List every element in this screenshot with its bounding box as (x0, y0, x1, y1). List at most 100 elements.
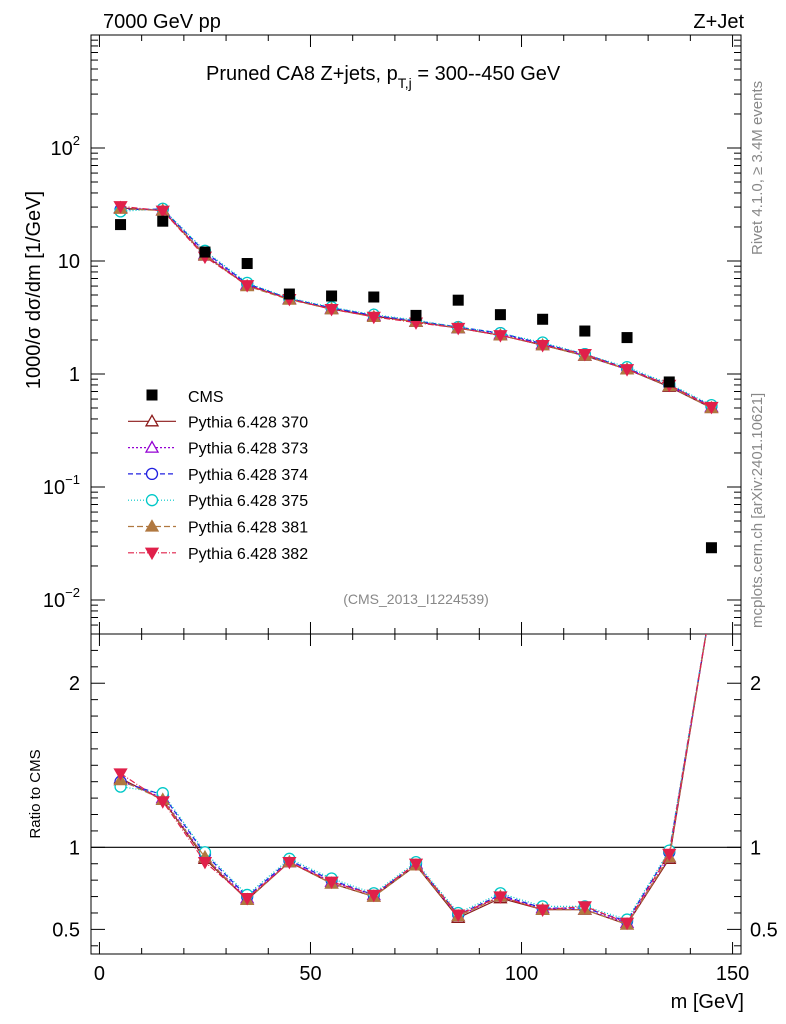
series-ratio-point (577, 901, 592, 914)
analysis-tag: (CMS_2013_I1224539) (343, 591, 489, 607)
y-tick-label: 1 (69, 364, 80, 386)
legend-marker (144, 440, 160, 453)
ratio-plot-frame (90, 633, 742, 955)
legend-label: Pythia 6.428 374 (188, 467, 308, 484)
legend-marker (144, 413, 160, 427)
legend-marker-data (146, 389, 158, 401)
legend-marker (144, 519, 160, 532)
y-axis-label: 1000/σ dσ/dm [1/GeV] (23, 191, 45, 389)
series-line-ratio (120, 634, 707, 921)
series-point (324, 303, 339, 317)
series-line-main (120, 208, 712, 409)
series-point (366, 311, 381, 325)
ratio-tick-label: 2 (69, 673, 80, 695)
legend-label: CMS (188, 389, 224, 406)
data-point (241, 258, 253, 270)
series-ratio-point (493, 891, 508, 904)
data-point (326, 290, 338, 302)
series-ratio-point (197, 856, 213, 870)
x-axis-label: m [GeV] (671, 991, 744, 1013)
y-tick-exponent: −1 (65, 472, 80, 487)
header-process-label: Z+Jet (693, 11, 744, 33)
series-ratio-point (282, 856, 297, 870)
series-line-main (120, 208, 712, 407)
series-point (704, 401, 719, 415)
series-point (240, 280, 255, 293)
series-ratio-point (408, 858, 424, 872)
legend-label: Pythia 6.428 381 (188, 520, 308, 537)
series-ratio-point (113, 768, 128, 781)
series-point (451, 322, 466, 336)
data-point (663, 376, 675, 388)
chart-title-subscript: T,j (398, 75, 412, 91)
series-line-ratio (120, 634, 707, 926)
side-rivet-label: Rivet 4.1.0, ≥ 3.4M events (749, 81, 766, 255)
series-line-main (120, 205, 712, 408)
series-point (619, 364, 635, 377)
series-ratio-point (535, 904, 550, 918)
series-line-main (120, 207, 712, 409)
legend-marker (144, 547, 160, 561)
series-point (113, 201, 128, 214)
chart-title-main: Pruned CA8 Z+jets, p (206, 63, 398, 85)
chart-title-tail: = 300--450 GeV (412, 63, 561, 85)
series-line-ratio (120, 634, 707, 922)
x-tick-label: 150 (716, 963, 749, 985)
series-ratio-point (619, 917, 635, 931)
x-tick-label: 50 (299, 963, 321, 985)
data-point (452, 294, 464, 306)
legend-marker (145, 494, 159, 507)
legend-label: Pythia 6.428 375 (188, 493, 308, 510)
chart-title: Pruned CA8 Z+jets, pT,j = 300--450 GeV (206, 63, 561, 91)
ratio-tick-label: 1 (69, 837, 80, 859)
y-tick-base: 10 (43, 590, 65, 612)
data-point (621, 332, 633, 344)
y-tick-base: 10 (43, 477, 65, 499)
series-ratio-point (366, 889, 381, 903)
ratio-y-axis-label: Ratio to CMS (27, 749, 44, 838)
data-point (283, 288, 295, 300)
data-point (199, 246, 211, 258)
x-tick-label: 0 (94, 963, 105, 985)
data-point (579, 325, 591, 337)
legend-marker (145, 467, 159, 481)
data-point (494, 309, 506, 321)
series-point (577, 348, 592, 362)
side-mcplots-label: mcplots.cern.ch [arXiv:2401.10621] (749, 393, 766, 628)
series-ratio-point (662, 848, 677, 862)
series-point (493, 330, 508, 343)
y-tick-exponent: −2 (65, 585, 80, 600)
y-tick-label: 10−2 (43, 585, 80, 612)
x-tick-label: 100 (505, 963, 538, 985)
legend-label: Pythia 6.428 382 (188, 546, 308, 563)
data-layer (115, 215, 717, 554)
ratio-tick-label: 0.5 (52, 919, 80, 941)
header-collision-label: 7000 GeV pp (103, 11, 221, 33)
series-point (155, 205, 170, 219)
y-tick-base: 10 (51, 138, 73, 160)
series-line-ratio (120, 634, 707, 924)
series-line-main (120, 208, 712, 406)
data-point (157, 215, 169, 227)
ratio-tick-label-right: 0.5 (750, 919, 778, 941)
ratio-tick-label-right: 1 (750, 837, 761, 859)
data-point (537, 313, 549, 325)
series-ratio-point (240, 893, 255, 906)
series-ratio-point (451, 909, 466, 922)
series-line-ratio (120, 634, 707, 926)
series-line-ratio (120, 634, 707, 924)
y-tick-label: 10−1 (43, 472, 80, 499)
legend-label: Pythia 6.428 370 (188, 414, 308, 431)
main-plot-frame (90, 34, 742, 635)
ratio-tick-label-right: 2 (750, 673, 761, 695)
legend-label: Pythia 6.428 373 (188, 441, 308, 458)
y-tick-exponent: 2 (73, 133, 80, 148)
series-ratio-point (155, 796, 170, 809)
data-point (115, 219, 127, 231)
data-point (368, 291, 380, 303)
y-tick-label: 10 (58, 251, 80, 273)
series-ratio-point (324, 876, 339, 890)
y-tick-label: 102 (51, 133, 80, 160)
